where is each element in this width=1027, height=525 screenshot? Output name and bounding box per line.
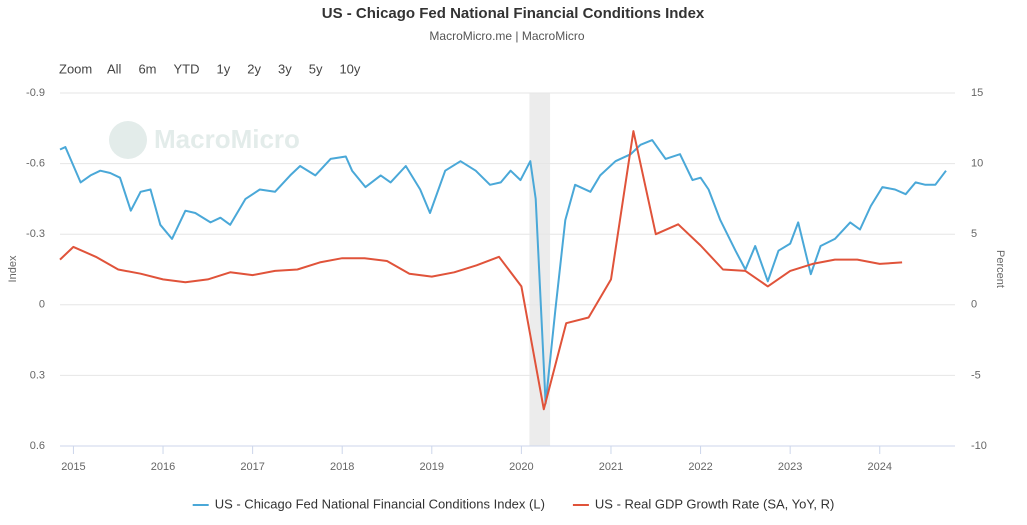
range-button[interactable]: 5y	[309, 61, 323, 76]
chart-subtitle: MacroMicro.me | MacroMicro	[429, 29, 584, 43]
watermark-icon	[109, 121, 147, 159]
range-button[interactable]: 2y	[247, 61, 261, 76]
range-button[interactable]: 6m	[138, 61, 156, 76]
range-button[interactable]: 10y	[339, 61, 360, 76]
y2-tick-label: 15	[971, 87, 983, 99]
x-tick-label: 2022	[688, 461, 712, 473]
range-button[interactable]: YTD	[174, 61, 200, 76]
watermark: MacroMicro	[154, 124, 300, 154]
zoom-label: Zoom	[59, 61, 92, 76]
x-tick-label: 2019	[420, 461, 444, 473]
range-button[interactable]: All	[107, 61, 122, 76]
x-tick-label: 2017	[240, 461, 264, 473]
y-tick-label: 0.6	[30, 440, 45, 452]
y2-tick-label: 5	[971, 228, 977, 240]
y2-tick-label: 0	[971, 299, 977, 311]
y-tick-label: -0.9	[26, 87, 45, 99]
y-tick-label: 0.3	[30, 369, 45, 381]
legend-label[interactable]: US - Chicago Fed National Financial Cond…	[215, 496, 545, 511]
x-tick-label: 2020	[509, 461, 533, 473]
y2-axis-label: Percent	[994, 250, 1006, 288]
range-button[interactable]: 3y	[278, 61, 292, 76]
y-axis-label: Index	[7, 255, 19, 282]
y2-tick-label: 10	[971, 158, 983, 170]
x-tick-label: 2016	[151, 461, 175, 473]
y2-tick-label: -5	[971, 369, 981, 381]
y-tick-label: -0.3	[26, 228, 45, 240]
x-tick-label: 2023	[778, 461, 802, 473]
x-tick-label: 2021	[599, 461, 623, 473]
series-line	[59, 139, 947, 405]
y-tick-label: -0.6	[26, 158, 45, 170]
series-line	[59, 130, 903, 411]
chart-title: US - Chicago Fed National Financial Cond…	[322, 5, 705, 22]
x-tick-label: 2018	[330, 461, 354, 473]
y2-tick-label: -10	[971, 440, 987, 452]
x-tick-label: 2024	[868, 461, 892, 473]
x-tick-label: 2015	[61, 461, 85, 473]
y-tick-label: 0	[39, 299, 45, 311]
range-button[interactable]: 1y	[217, 61, 231, 76]
legend-label[interactable]: US - Real GDP Growth Rate (SA, YoY, R)	[595, 496, 834, 511]
